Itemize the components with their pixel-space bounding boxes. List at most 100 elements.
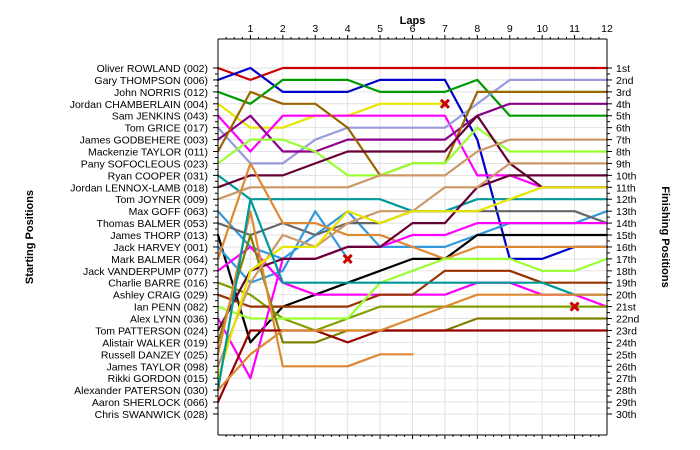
driver-label: Alex LYNN (036): [130, 314, 208, 326]
series-line-27: [216, 186, 609, 380]
y-axis-right-title: Finishing Positions: [659, 186, 671, 287]
series-line-7: [216, 102, 609, 153]
finishing-position-label: 6th: [616, 123, 631, 135]
finishing-position-label: 22nd: [616, 314, 640, 326]
finishing-position-label: 1st: [616, 63, 630, 75]
driver-label: Alistair WALKER (019): [102, 337, 208, 349]
finishing-position-label: 12th: [616, 194, 637, 206]
finishing-position-label: 5th: [616, 111, 631, 123]
finishing-position-label: 8th: [616, 147, 631, 159]
driver-label: Tom PATTERSON (024): [95, 325, 208, 337]
lap-label: 10: [536, 23, 548, 35]
x-axis-title: Laps: [400, 15, 426, 27]
finishing-position-label: 9th: [616, 158, 631, 170]
series-line-23: [216, 174, 609, 332]
finishing-position-label: 14th: [616, 218, 637, 230]
series-line-9: [216, 126, 609, 177]
driver-label: Jack HARVEY (001): [113, 242, 208, 254]
finishing-position-label: 17th: [616, 254, 637, 266]
lap-label: 2: [280, 23, 286, 35]
series-line-2: [216, 66, 609, 260]
lap-label: 7: [442, 23, 448, 35]
lap-label: 3: [312, 23, 318, 35]
series-line-6: [216, 78, 609, 165]
driver-label: Thomas BALMER (053): [97, 218, 208, 230]
finishing-position-label: 15th: [616, 230, 637, 242]
finishing-position-label: 28th: [616, 385, 637, 397]
finishing-position-label: 7th: [616, 135, 631, 147]
driver-label: Alexander PATERSON (030): [74, 385, 208, 397]
driver-label: Charlie BARRE (016): [108, 278, 208, 290]
finishing-position-label: 11th: [616, 182, 636, 194]
finishing-position-label: 21st: [616, 302, 636, 314]
finishing-position-label: 30th: [616, 409, 637, 421]
finishing-position-label: 24th: [616, 337, 637, 349]
lap-label: 9: [507, 23, 513, 35]
axis-ticks: [213, 35, 612, 439]
series-line-12: [216, 138, 609, 201]
series-line-30: [216, 293, 609, 392]
series-line-28: [216, 198, 609, 392]
retirement-markers: [342, 98, 580, 312]
driver-label: Sam JENKINS (043): [112, 111, 208, 123]
finishing-position-label: 2nd: [616, 75, 634, 87]
finishing-position-label: 26th: [616, 361, 637, 373]
series-line-25: [216, 210, 414, 368]
lap-label: 11: [569, 23, 580, 35]
marker-stroke: [569, 301, 580, 312]
lap-label: 4: [345, 23, 351, 35]
series-line-3: [216, 78, 609, 117]
finishing-position-label: 29th: [616, 397, 637, 409]
lap-label: 12: [601, 23, 613, 35]
driver-label: Tom GRICE (017): [125, 123, 208, 135]
driver-label: John NORRIS (012): [114, 87, 208, 99]
finishing-position-label: 23rd: [616, 325, 637, 337]
driver-label: Chris SWANWICK (028): [95, 409, 208, 421]
driver-label: Russell DANZEY (025): [101, 349, 208, 361]
lap-label: 1: [247, 23, 253, 35]
retirement-marker: [439, 98, 450, 109]
series-line-21: [216, 257, 609, 320]
retirement-marker: [569, 301, 580, 312]
driver-label: Gary THOMPSON (006): [94, 75, 208, 87]
driver-label: Jack VANDERPUMP (077): [83, 266, 208, 278]
marker-stroke: [439, 98, 450, 109]
driver-label: Mackenzie TAYLOR (011): [88, 147, 208, 159]
retirement-marker: [342, 253, 353, 264]
series-lines: [216, 66, 609, 404]
gridlines: [218, 39, 607, 435]
series-line-1: [216, 66, 609, 82]
driver-label: Ian PENN (082): [134, 302, 208, 314]
finishing-position-label: 16th: [616, 242, 637, 254]
finishing-position-label: 3rd: [616, 87, 631, 99]
series-line-17: [216, 162, 609, 260]
driver-label: James TAYLOR (098): [106, 361, 208, 373]
driver-label: James GODBEHERE (003): [80, 135, 208, 147]
driver-label: Jordan LENNOX-LAMB (018): [70, 182, 208, 194]
driver-label: Ryan COOPER (031): [108, 170, 208, 182]
finishing-position-label: 13th: [616, 206, 637, 218]
y-axis-left-title: Starting Positions: [24, 190, 36, 284]
driver-label: Jordan CHAMBERLAIN (004): [70, 99, 208, 111]
driver-label: Aaron SHERLOCK (066): [92, 397, 208, 409]
driver-label: Oliver ROWLAND (002): [97, 63, 208, 75]
driver-label: Pany SOFOCLEOUS (023): [81, 158, 208, 170]
driver-label: Mark BALMER (064): [111, 254, 208, 266]
finishing-position-label: 25th: [616, 349, 637, 361]
finishing-position-label: 19th: [616, 278, 637, 290]
driver-label: Tom JOYNER (009): [115, 194, 208, 206]
finishing-position-label: 20th: [616, 290, 637, 302]
driver-label: Rikki GORDON (015): [108, 373, 208, 385]
finishing-position-label: 27th: [616, 373, 637, 385]
finishing-position-label: 18th: [616, 266, 637, 278]
driver-label: James THORP (013): [110, 230, 208, 242]
lap-label: 6: [410, 23, 416, 35]
driver-label: Ashley CRAIG (029): [113, 290, 208, 302]
lap-label: 8: [474, 23, 480, 35]
finishing-position-label: 10th: [616, 170, 637, 182]
driver-label: Max GOFF (063): [129, 206, 208, 218]
lap-label: 5: [377, 23, 383, 35]
finishing-position-label: 4th: [616, 99, 631, 111]
